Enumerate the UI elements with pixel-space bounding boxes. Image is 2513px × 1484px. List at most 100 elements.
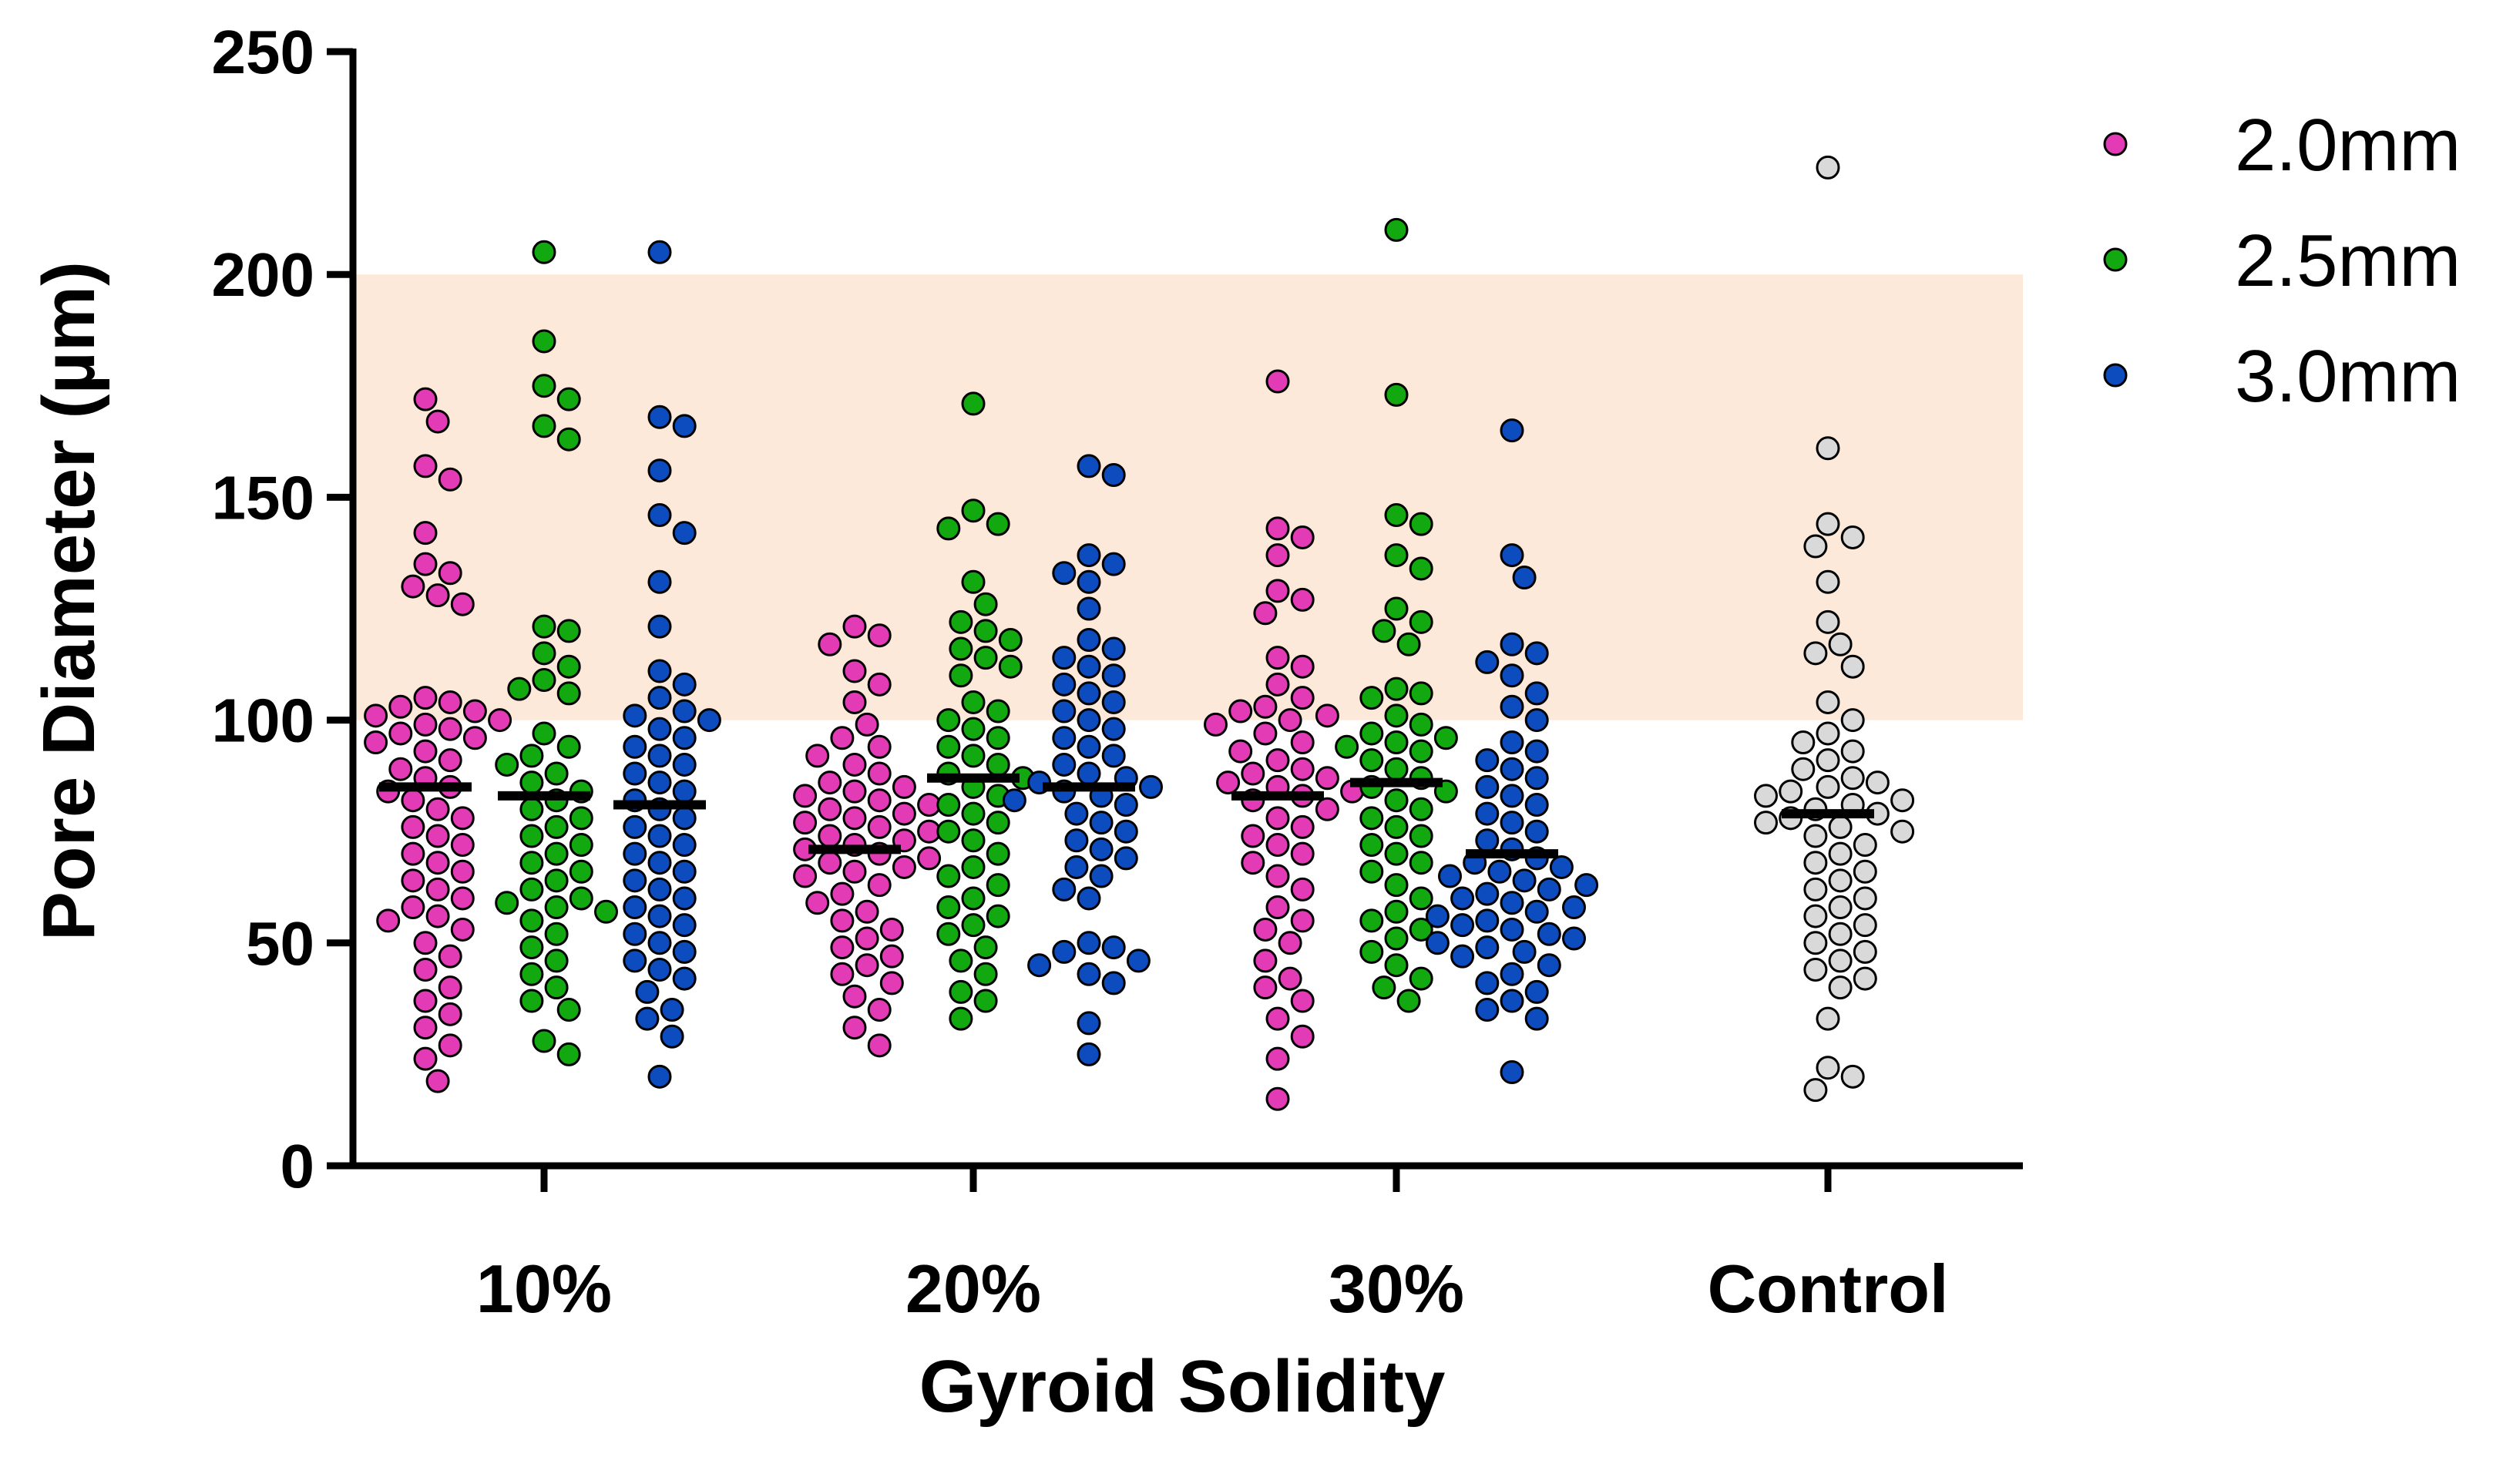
- data-point: [1384, 703, 1409, 728]
- data-point: [519, 797, 544, 821]
- data-point: [1265, 543, 1290, 568]
- data-point: [1114, 792, 1138, 817]
- data-point: [438, 561, 462, 586]
- data-point: [1803, 534, 1828, 559]
- data-point: [1228, 699, 1253, 724]
- optimal-range-band: [356, 274, 2023, 720]
- data-point: [660, 998, 684, 1022]
- data-point: [1384, 596, 1409, 621]
- data-point: [1384, 899, 1409, 924]
- legend-label: 2.5mm: [2235, 220, 2461, 302]
- data-point: [544, 895, 569, 920]
- data-point: [1803, 904, 1828, 928]
- data-point: [1574, 873, 1599, 898]
- data-point: [1077, 654, 1101, 679]
- data-point: [1487, 859, 1512, 884]
- data-point: [1500, 663, 1524, 688]
- data-point: [867, 734, 892, 759]
- data-point: [425, 824, 450, 848]
- data-point: [842, 779, 867, 804]
- data-point: [1265, 646, 1290, 670]
- data-point: [532, 329, 556, 354]
- data-point: [1384, 841, 1409, 866]
- data-point: [842, 690, 867, 714]
- data-point: [1265, 748, 1290, 773]
- data-point: [1425, 904, 1450, 928]
- data-point: [1359, 806, 1384, 831]
- data-point: [818, 851, 842, 875]
- data-point: [1409, 512, 1433, 536]
- data-point: [1853, 939, 1877, 964]
- data-point: [1500, 1060, 1524, 1085]
- data-point: [647, 405, 672, 429]
- data-point: [413, 686, 438, 710]
- data-point: [855, 899, 879, 924]
- data-point: [1101, 462, 1126, 487]
- data-point: [569, 886, 593, 911]
- data-point: [936, 734, 961, 759]
- data-point: [949, 948, 973, 973]
- data-point: [672, 672, 697, 697]
- data-point: [1853, 913, 1877, 938]
- data-point: [519, 962, 544, 986]
- data-point: [438, 1033, 462, 1058]
- data-point: [1278, 708, 1302, 733]
- y-tick-label: 200: [212, 240, 314, 309]
- data-point: [660, 1024, 684, 1049]
- data-point: [413, 989, 438, 1013]
- data-point: [1396, 989, 1421, 1013]
- data-point: [623, 868, 647, 893]
- data-point: [569, 806, 593, 831]
- data-point: [1077, 1042, 1101, 1066]
- data-point: [1359, 686, 1384, 710]
- data-point: [986, 699, 1010, 724]
- data-point: [961, 744, 986, 768]
- data-point: [1803, 877, 1828, 901]
- data-point: [936, 819, 961, 844]
- data-point: [1139, 774, 1163, 799]
- data-point: [961, 569, 986, 594]
- data-point: [388, 721, 413, 746]
- data-point: [672, 886, 697, 911]
- data-point: [1828, 922, 1853, 946]
- data-point: [1290, 525, 1315, 549]
- data-point: [647, 771, 672, 795]
- data-point: [1396, 632, 1421, 656]
- data-point: [1524, 641, 1549, 666]
- data-point: [647, 877, 672, 901]
- data-point: [1562, 926, 1586, 951]
- data-point: [569, 833, 593, 858]
- x-tick-label: 30%: [1329, 1251, 1464, 1327]
- data-point: [961, 854, 986, 879]
- legend-marker: [2103, 132, 2128, 156]
- data-point: [1409, 966, 1433, 991]
- data-point: [556, 734, 581, 759]
- data-point: [805, 891, 830, 915]
- data-point: [1241, 824, 1265, 848]
- data-point: [647, 904, 672, 928]
- data-point: [1537, 922, 1561, 946]
- data-point: [842, 614, 867, 639]
- data-point: [1450, 913, 1475, 938]
- data-point: [462, 726, 487, 750]
- data-point: [1524, 739, 1549, 764]
- data-point: [1384, 873, 1409, 898]
- data-point: [1253, 917, 1278, 942]
- data-point: [672, 859, 697, 884]
- data-point: [388, 694, 413, 719]
- data-point: [1475, 650, 1500, 674]
- data-point: [635, 1006, 660, 1031]
- data-point: [532, 614, 556, 639]
- data-point: [1077, 708, 1101, 733]
- data-point: [647, 569, 672, 594]
- data-point: [973, 962, 998, 986]
- data-point: [1265, 672, 1290, 697]
- data-point: [425, 797, 450, 821]
- data-point: [879, 944, 904, 969]
- data-point: [1077, 931, 1101, 955]
- data-point: [1265, 1006, 1290, 1031]
- data-point: [1816, 1056, 1840, 1080]
- data-point: [507, 677, 532, 701]
- data-point: [544, 868, 569, 893]
